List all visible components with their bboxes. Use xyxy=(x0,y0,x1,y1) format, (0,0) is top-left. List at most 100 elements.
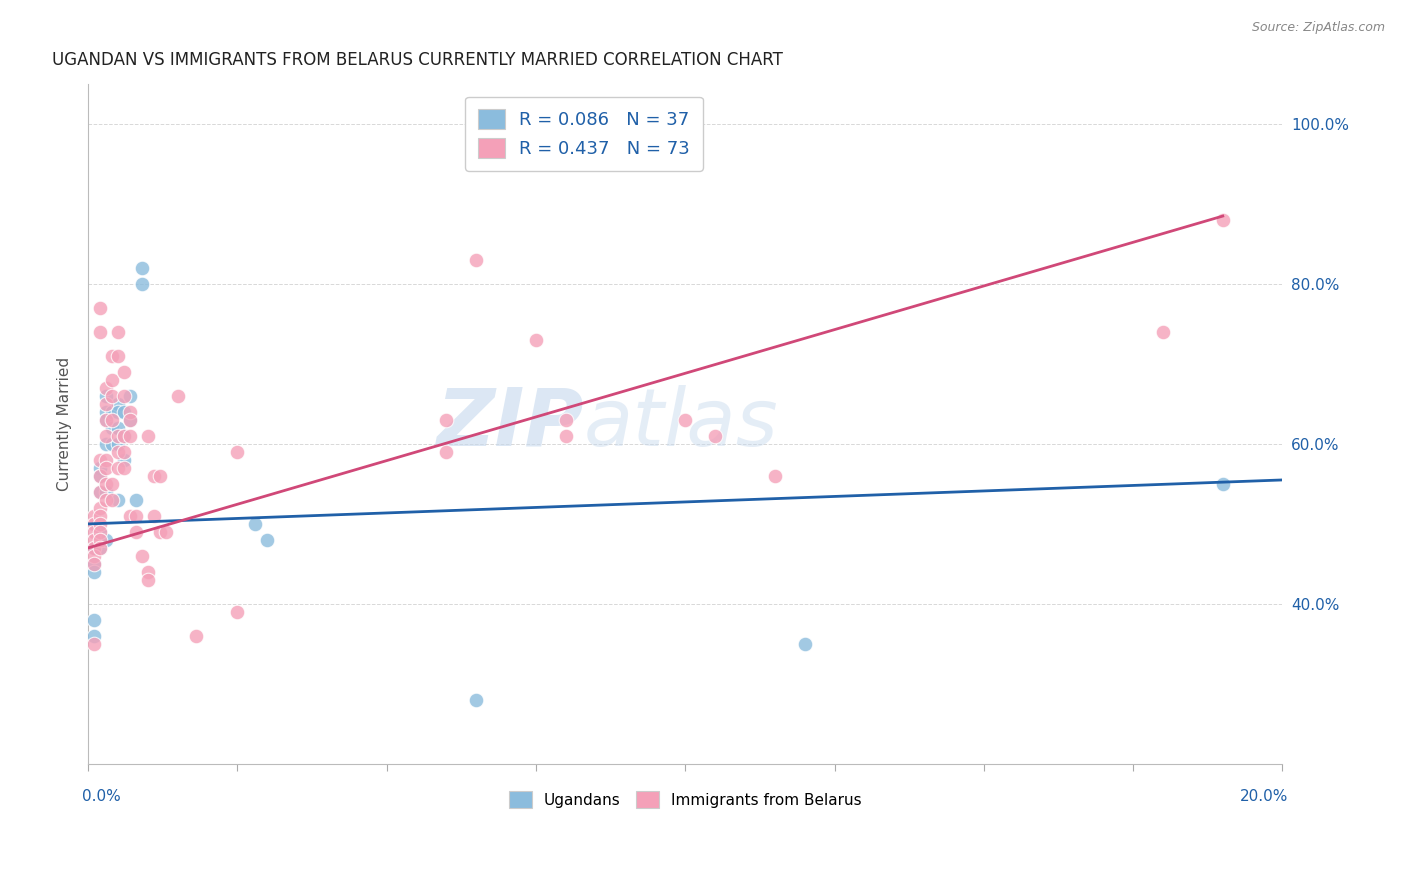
Point xyxy=(101,421,124,435)
Point xyxy=(155,524,177,539)
Point xyxy=(149,469,172,483)
Point xyxy=(256,533,278,547)
Point xyxy=(673,413,696,427)
Point xyxy=(83,549,105,563)
Point xyxy=(94,397,117,411)
Point xyxy=(112,453,135,467)
Point xyxy=(94,389,117,403)
Text: 0.0%: 0.0% xyxy=(82,789,121,805)
Point xyxy=(89,453,111,467)
Point xyxy=(1212,477,1234,491)
Point xyxy=(118,413,141,427)
Point xyxy=(101,389,124,403)
Point xyxy=(107,397,129,411)
Point xyxy=(436,413,458,427)
Point xyxy=(101,437,124,451)
Point xyxy=(101,413,124,427)
Point xyxy=(89,485,111,500)
Point xyxy=(112,429,135,443)
Point xyxy=(94,381,117,395)
Point xyxy=(107,437,129,451)
Point xyxy=(112,429,135,443)
Point xyxy=(83,541,105,555)
Point xyxy=(118,413,141,427)
Point xyxy=(112,461,135,475)
Point xyxy=(101,405,124,419)
Point xyxy=(83,557,105,571)
Point xyxy=(704,429,727,443)
Point xyxy=(101,349,124,363)
Point xyxy=(112,389,135,403)
Point xyxy=(94,429,117,443)
Point xyxy=(107,421,129,435)
Point xyxy=(83,637,105,651)
Point xyxy=(125,492,148,507)
Point xyxy=(118,389,141,403)
Point xyxy=(149,524,172,539)
Text: ZIP: ZIP xyxy=(436,385,583,463)
Point xyxy=(112,365,135,379)
Point xyxy=(89,500,111,515)
Point xyxy=(94,533,117,547)
Text: Source: ZipAtlas.com: Source: ZipAtlas.com xyxy=(1251,21,1385,34)
Point xyxy=(83,613,105,627)
Point xyxy=(125,508,148,523)
Point xyxy=(112,405,135,419)
Point xyxy=(226,445,249,459)
Point xyxy=(89,485,111,500)
Point xyxy=(107,429,129,443)
Point xyxy=(83,557,105,571)
Point xyxy=(1212,213,1234,227)
Point xyxy=(94,405,117,419)
Point xyxy=(89,469,111,483)
Point xyxy=(166,389,188,403)
Point xyxy=(226,605,249,619)
Point xyxy=(94,453,117,467)
Point xyxy=(89,516,111,531)
Point xyxy=(136,565,159,579)
Point xyxy=(89,524,111,539)
Point xyxy=(524,333,547,347)
Point xyxy=(89,541,111,555)
Point xyxy=(83,629,105,643)
Point xyxy=(83,516,105,531)
Point xyxy=(131,277,153,291)
Point xyxy=(89,469,111,483)
Point xyxy=(245,516,267,531)
Point xyxy=(118,508,141,523)
Point xyxy=(94,437,117,451)
Point xyxy=(83,524,105,539)
Point xyxy=(89,301,111,315)
Text: atlas: atlas xyxy=(583,385,779,463)
Point xyxy=(89,508,111,523)
Text: 20.0%: 20.0% xyxy=(1240,789,1288,805)
Point xyxy=(94,477,117,491)
Text: UGANDAN VS IMMIGRANTS FROM BELARUS CURRENTLY MARRIED CORRELATION CHART: UGANDAN VS IMMIGRANTS FROM BELARUS CURRE… xyxy=(52,51,783,69)
Legend: Ugandans, Immigrants from Belarus: Ugandans, Immigrants from Belarus xyxy=(503,785,868,814)
Point xyxy=(101,477,124,491)
Point xyxy=(83,533,105,547)
Point xyxy=(142,508,165,523)
Point xyxy=(136,573,159,587)
Point xyxy=(101,373,124,387)
Point xyxy=(465,253,488,268)
Point xyxy=(89,325,111,339)
Point xyxy=(112,445,135,459)
Point xyxy=(184,629,207,643)
Point xyxy=(107,405,129,419)
Point xyxy=(94,461,117,475)
Point xyxy=(107,349,129,363)
Point xyxy=(83,565,105,579)
Point xyxy=(101,492,124,507)
Point xyxy=(763,469,786,483)
Point xyxy=(131,260,153,275)
Point xyxy=(94,492,117,507)
Point xyxy=(465,693,488,707)
Point xyxy=(136,429,159,443)
Point xyxy=(107,492,129,507)
Point xyxy=(142,469,165,483)
Point xyxy=(131,549,153,563)
Point xyxy=(89,524,111,539)
Point xyxy=(83,541,105,555)
Point xyxy=(107,461,129,475)
